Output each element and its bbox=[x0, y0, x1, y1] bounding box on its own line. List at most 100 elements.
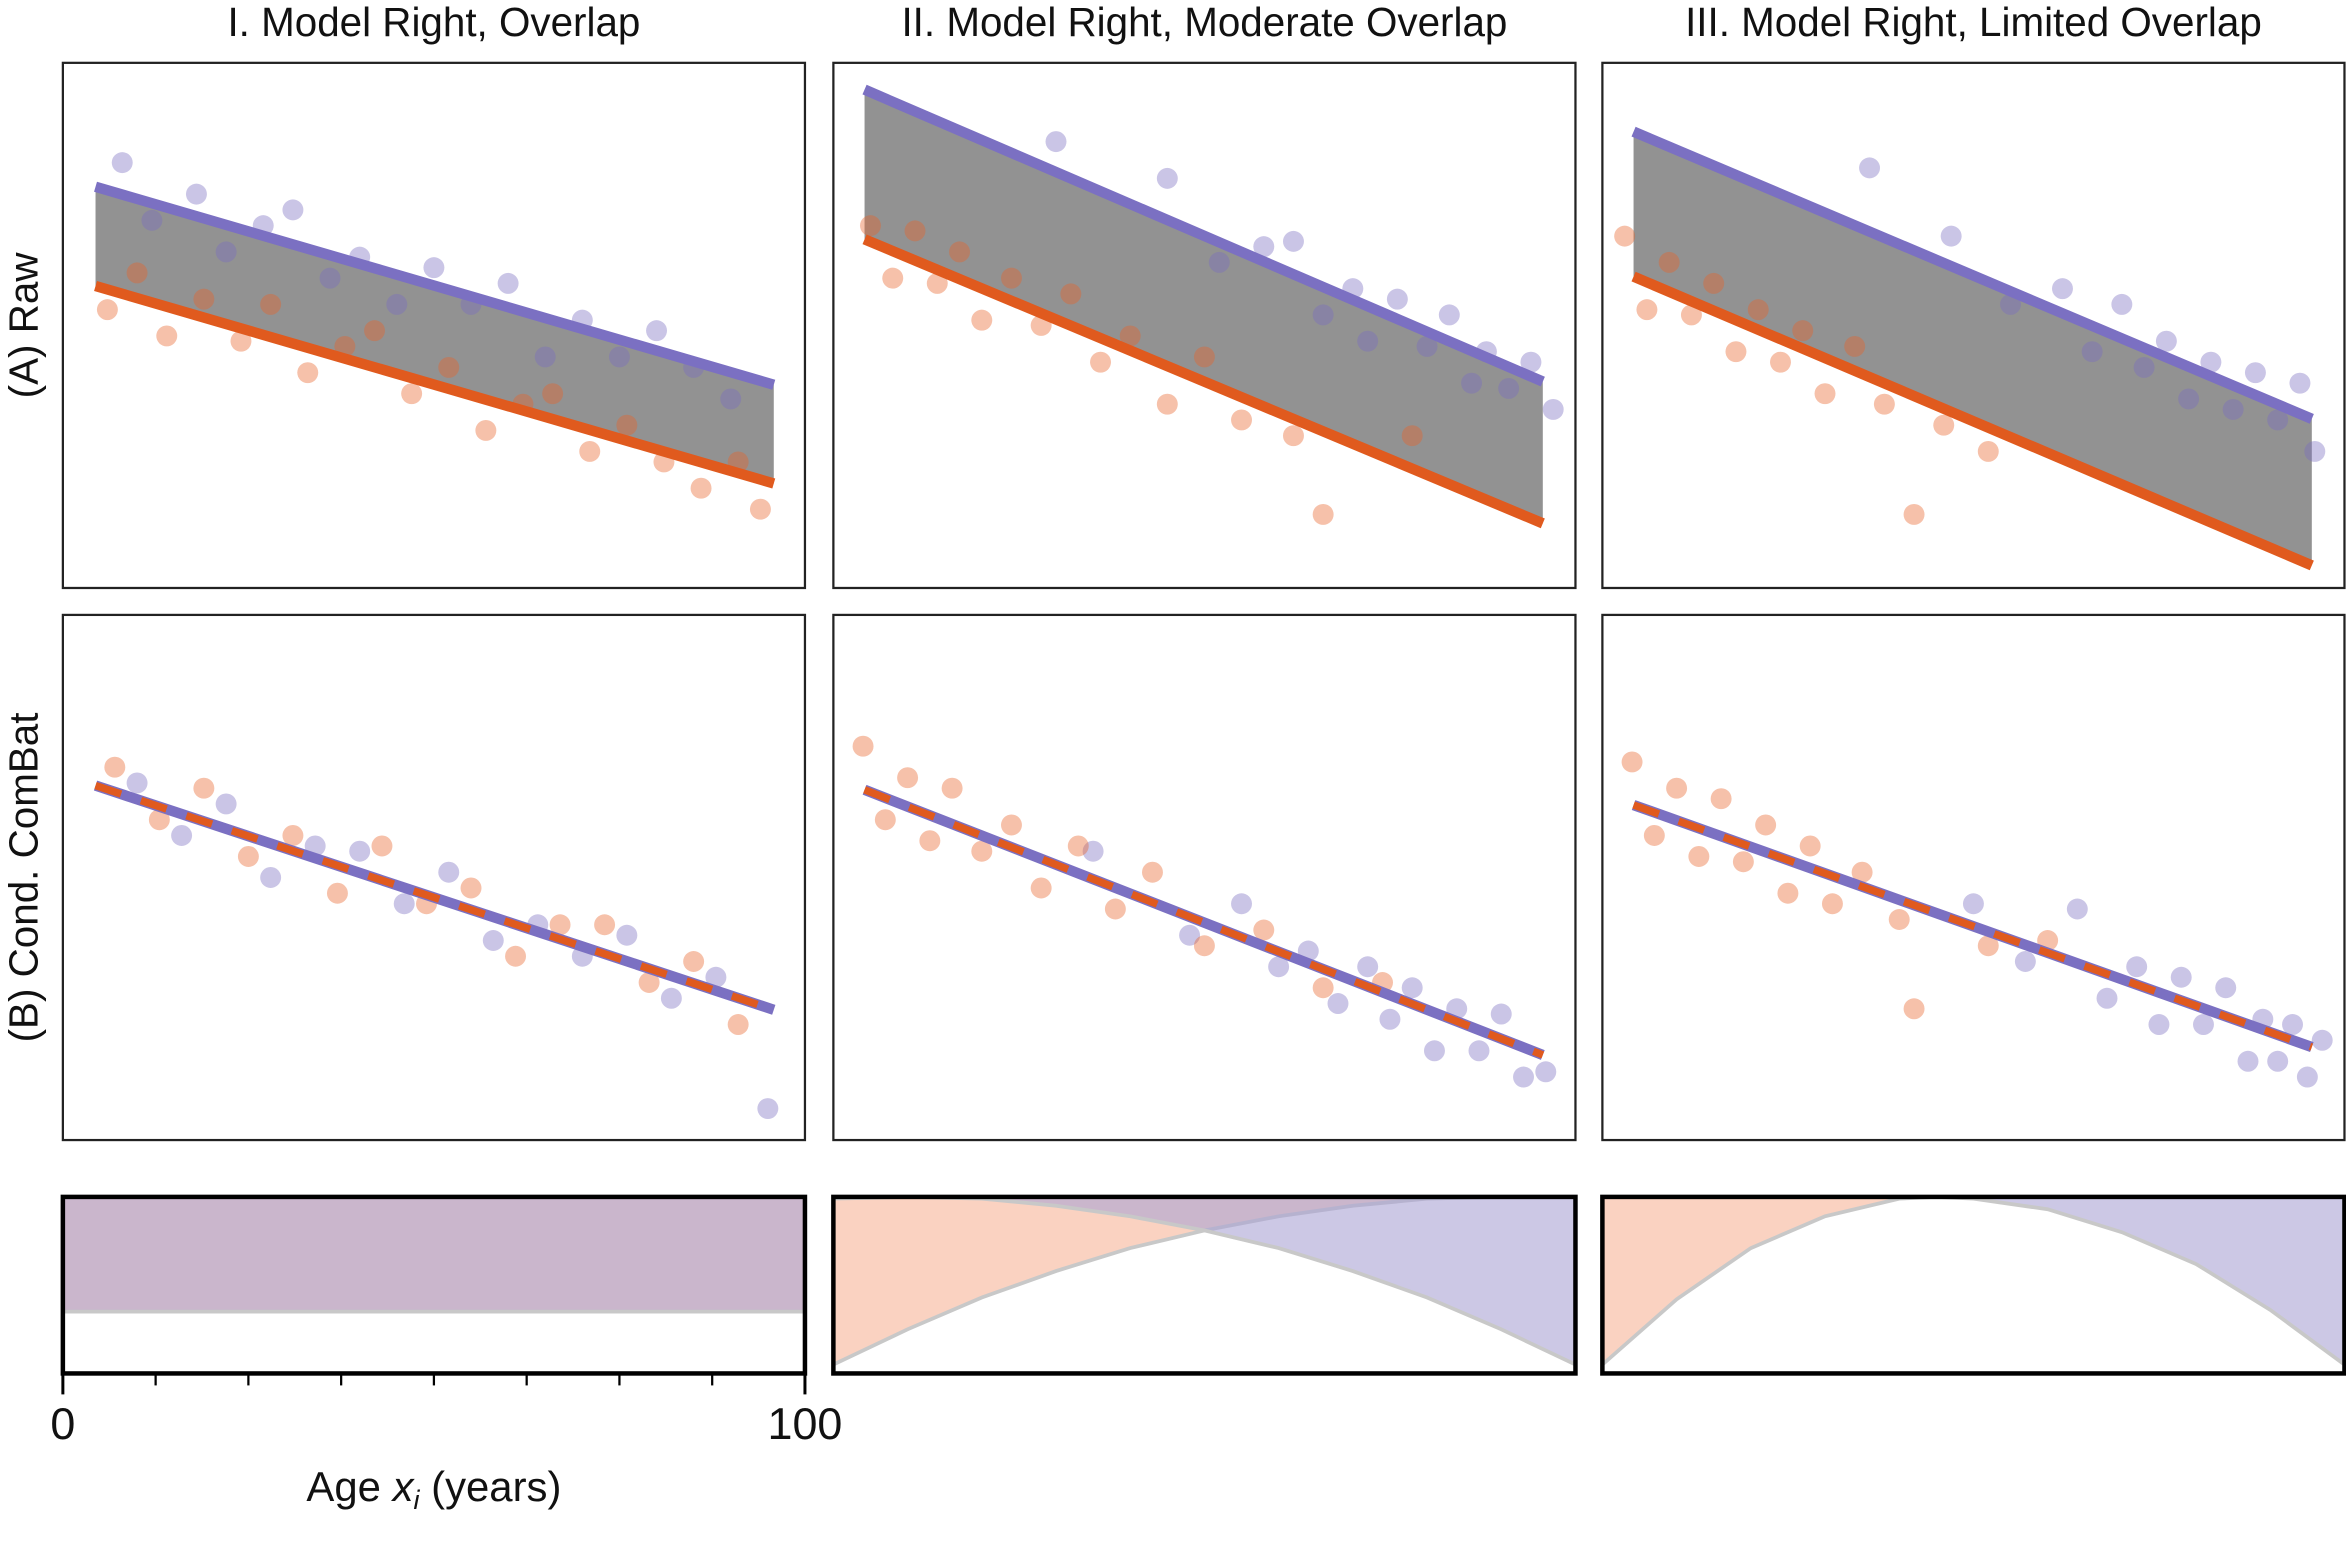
data-point bbox=[497, 272, 519, 294]
data-point bbox=[438, 861, 460, 883]
data-point bbox=[193, 288, 215, 310]
data-point bbox=[460, 877, 482, 899]
data-point bbox=[282, 824, 304, 846]
data-point bbox=[2267, 1050, 2289, 1072]
data-point bbox=[1045, 131, 1067, 153]
data-point bbox=[1231, 893, 1252, 915]
data-point bbox=[237, 846, 259, 867]
data-point bbox=[438, 356, 460, 378]
data-point bbox=[1142, 861, 1163, 883]
data-point bbox=[874, 809, 896, 831]
data-point bbox=[690, 477, 712, 499]
data-point bbox=[1423, 1040, 1445, 1062]
data-point bbox=[2193, 1014, 2214, 1035]
data-point bbox=[1193, 346, 1215, 368]
data-point bbox=[1614, 225, 1636, 247]
data-point bbox=[2126, 956, 2148, 978]
data-point bbox=[1461, 372, 1483, 394]
data-point bbox=[1312, 304, 1334, 326]
data-point bbox=[1179, 924, 1201, 946]
data-point bbox=[282, 199, 304, 221]
data-point bbox=[326, 882, 348, 904]
data-point bbox=[1643, 824, 1665, 846]
data-point bbox=[1851, 861, 1873, 883]
data-point bbox=[386, 293, 408, 315]
data-point bbox=[2052, 278, 2073, 300]
data-point bbox=[1030, 877, 1052, 899]
fit-line bbox=[862, 84, 1545, 387]
data-point bbox=[126, 262, 148, 284]
data-point bbox=[1208, 251, 1230, 273]
data-point bbox=[1755, 814, 1777, 836]
data-point bbox=[727, 1014, 749, 1035]
row-label: (A) Raw bbox=[1, 252, 47, 399]
data-point bbox=[1977, 935, 1999, 957]
data-point bbox=[949, 241, 971, 263]
data-point bbox=[1542, 398, 1564, 420]
data-point bbox=[2282, 1014, 2303, 1035]
data-point bbox=[1732, 851, 1754, 873]
panel-title: I. Model Right, Overlap bbox=[227, 0, 640, 45]
data-point bbox=[705, 966, 727, 988]
x-axis-label-part: Age bbox=[306, 1463, 392, 1510]
data-point bbox=[2200, 351, 2222, 373]
data-point bbox=[1490, 1003, 1512, 1025]
data-point bbox=[1903, 503, 1925, 525]
data-point bbox=[1090, 351, 1112, 373]
data-point bbox=[423, 257, 445, 279]
data-point bbox=[882, 267, 904, 289]
panel-frame bbox=[832, 613, 1577, 1142]
data-point bbox=[2111, 293, 2133, 315]
data-point bbox=[1282, 230, 1304, 252]
data-point bbox=[1193, 935, 1215, 957]
panel: (B) Cond. ComBat bbox=[1, 613, 807, 1142]
data-point bbox=[904, 220, 926, 242]
data-point bbox=[1156, 167, 1178, 189]
data-point bbox=[1873, 393, 1895, 415]
data-point bbox=[215, 793, 237, 815]
data-point bbox=[1747, 299, 1769, 321]
data-point bbox=[96, 299, 118, 321]
data-point bbox=[1082, 840, 1104, 862]
data-point bbox=[1844, 335, 1866, 357]
data-point bbox=[1962, 893, 1984, 915]
data-point bbox=[1357, 956, 1379, 978]
data-point bbox=[616, 924, 638, 946]
data-point bbox=[193, 777, 215, 799]
data-point bbox=[2215, 977, 2237, 999]
data-point bbox=[171, 824, 193, 846]
data-point bbox=[683, 951, 705, 972]
fit-line bbox=[1631, 271, 2314, 571]
data-point bbox=[1859, 157, 1881, 179]
panel bbox=[832, 613, 1577, 1142]
gap-band bbox=[1633, 131, 2312, 566]
data-point bbox=[1253, 919, 1275, 941]
data-point bbox=[401, 383, 423, 405]
data-point bbox=[638, 972, 660, 993]
gap-band bbox=[95, 186, 774, 484]
data-point bbox=[319, 267, 341, 289]
panel-title: II. Model Right, Moderate Overlap bbox=[901, 0, 1507, 45]
data-point bbox=[393, 893, 415, 915]
data-point bbox=[897, 767, 919, 789]
data-point bbox=[1688, 846, 1710, 867]
density-area bbox=[833, 1196, 1576, 1365]
data-point bbox=[185, 183, 207, 205]
data-point bbox=[148, 809, 170, 831]
data-point bbox=[2155, 330, 2177, 352]
panel-frame bbox=[832, 61, 1577, 590]
data-point bbox=[1666, 777, 1688, 799]
x-axis-label: Age xi (years) bbox=[306, 1463, 561, 1515]
data-point bbox=[720, 388, 742, 410]
panel bbox=[1601, 613, 2346, 1142]
data-point bbox=[2267, 409, 2289, 431]
density-area bbox=[62, 1196, 805, 1312]
data-point bbox=[941, 777, 963, 799]
data-point bbox=[2170, 966, 2192, 988]
data-point bbox=[971, 309, 993, 331]
data-point bbox=[2244, 362, 2266, 384]
data-point bbox=[364, 320, 386, 342]
data-point bbox=[860, 215, 881, 237]
data-point bbox=[505, 945, 527, 967]
